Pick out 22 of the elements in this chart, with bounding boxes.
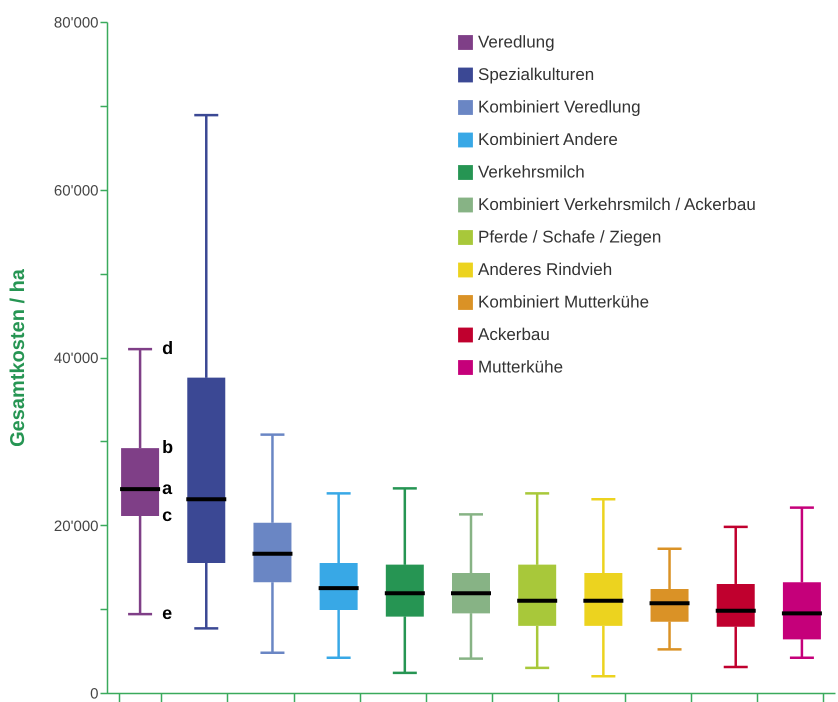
y-tick-label: 0: [90, 686, 98, 702]
annotation: c: [162, 505, 172, 526]
legend-label: Pferde / Schafe / Ziegen: [478, 228, 662, 246]
legend-label: Verkehrsmilch: [478, 162, 585, 182]
legend-label: Ackerbau: [478, 325, 550, 344]
legend-label: Kombiniert Mutterkühe: [478, 292, 650, 312]
annotation: e: [162, 603, 172, 624]
legend-label: Kombiniert Andere: [478, 130, 618, 149]
y-axis-title: Gesamtkosten / ha: [6, 268, 29, 447]
y-tick-label: 20'000: [54, 518, 98, 535]
legend-label: Spezialkulturen: [478, 65, 594, 84]
legend-label: Kombiniert Veredlung: [478, 98, 641, 116]
y-tick-label: 40'000: [54, 350, 98, 367]
legend-label: Anderes Rindvieh: [478, 260, 612, 279]
y-tick-label: 60'000: [54, 182, 98, 200]
annotation: a: [162, 478, 174, 498]
y-tick-label: 80'000: [54, 14, 98, 32]
legend-label: Kombiniert Verkehrsmilch / Ackerbau: [478, 195, 756, 214]
annotation: d: [162, 338, 174, 358]
legend-label: Mutterkühe: [478, 358, 564, 376]
legend-label: Veredlung: [478, 32, 555, 52]
annotation: b: [162, 437, 174, 458]
